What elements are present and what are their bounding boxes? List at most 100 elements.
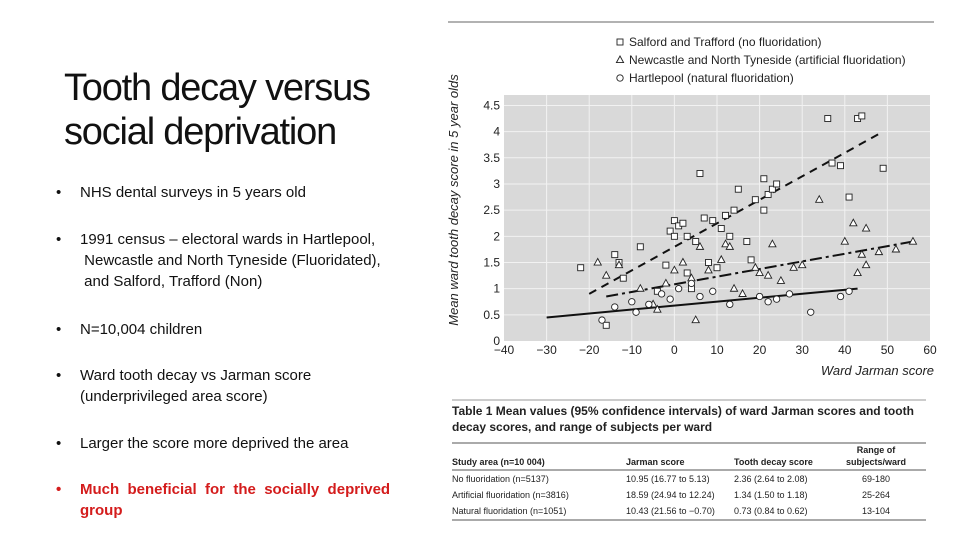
- legend: Salford and Trafford (no fluoridation) Ne…: [615, 35, 906, 85]
- x-tick-label: 10: [710, 343, 724, 357]
- y-tick-label: 2: [493, 229, 500, 243]
- data-point-circle: [645, 300, 653, 309]
- fit-line: [546, 287, 858, 319]
- y-axis-label: Mean ward tooth decay score in 5 year ol…: [446, 74, 461, 326]
- data-point-square: [845, 193, 853, 201]
- data-point-square: [670, 217, 678, 225]
- data-points: [577, 112, 918, 329]
- data-point-circle: [785, 290, 794, 298]
- bullet-dot: •: [56, 481, 62, 498]
- table-cell: 18.59 (24.94 to 12.24): [626, 490, 715, 500]
- data-point-circle: [696, 292, 704, 301]
- data-point-square: [837, 162, 844, 170]
- data-point-square: [683, 232, 691, 240]
- table-header: Range of: [857, 445, 897, 455]
- data-point-square: [636, 243, 644, 251]
- data-point-circle: [687, 279, 696, 288]
- data-point-triangle: [725, 241, 735, 250]
- data-point-triangle: [776, 275, 786, 284]
- slide-title: Tooth decay versus social deprivation: [64, 67, 371, 153]
- scatter-chart: −40 −30 −20 −10 0 10 20 30 40 50 60 0 0.5 1 1.5 2 2.5 3 3.…: [446, 21, 937, 378]
- data-point-circle: [675, 285, 683, 293]
- bullet-dot: •: [56, 367, 62, 384]
- data-point-triangle: [789, 262, 799, 271]
- data-point-square: [670, 232, 678, 240]
- data-point-triangle: [721, 239, 730, 248]
- data-point-square: [700, 214, 708, 222]
- data-point-square: [751, 196, 759, 204]
- data-point-circle: [628, 298, 636, 306]
- data-point-triangle: [797, 260, 807, 269]
- bullet-dot: •: [56, 435, 62, 452]
- data-point-triangle: [848, 218, 858, 227]
- table-header: Tooth decay score: [734, 457, 813, 467]
- y-tick-label: 0.5: [483, 308, 500, 322]
- table-row: No fluoridation (n=5137) 10.95 (16.77 to…: [452, 474, 890, 484]
- data-point-square: [828, 159, 836, 167]
- data-point-triangle: [704, 265, 713, 274]
- data-point-square: [858, 112, 866, 120]
- data-point-triangle: [635, 283, 645, 292]
- table-row: Artificial fluoridation (n=3816) 18.59 (…: [452, 490, 890, 500]
- y-tick-label: 1: [493, 282, 500, 296]
- data-point-square: [705, 259, 712, 266]
- data-point-square: [726, 232, 734, 240]
- legend-marker-circle: [616, 74, 624, 82]
- data-point-square: [768, 185, 776, 193]
- data-point-triangle: [861, 260, 871, 269]
- data-point-square: [760, 206, 768, 214]
- table-caption-line-1: Table 1 Mean values (95% confidence inte…: [452, 404, 914, 418]
- data-point-square: [602, 321, 610, 329]
- data-point-triangle: [716, 254, 726, 263]
- data-point-square: [879, 164, 887, 172]
- data-point-triangle: [695, 241, 705, 250]
- legend-marker-square: [616, 38, 624, 46]
- y-tick-label: 0: [493, 334, 500, 348]
- x-tick-label: −20: [579, 343, 600, 357]
- legend-label: Hartlepool (natural fluoridation): [629, 71, 794, 85]
- data-point-square: [679, 219, 687, 227]
- data-point-triangle: [861, 223, 871, 232]
- data-point-circle: [764, 298, 772, 306]
- data-point-triangle: [768, 239, 777, 248]
- data-point-triangle: [729, 283, 739, 292]
- data-point-square: [577, 264, 585, 272]
- axes: −40 −30 −20 −10 0 10 20 30 40 50 60 0 0.5 1 1.5 2 2.5 3 3.…: [483, 98, 937, 357]
- data-point-circle: [772, 295, 781, 303]
- table-cell: 13-104: [862, 506, 890, 516]
- data-point-circle: [807, 308, 815, 316]
- table-cell: 10.43 (21.56 to −0.70): [626, 506, 715, 516]
- data-point-circle: [657, 290, 666, 298]
- data-point-triangle: [614, 260, 624, 269]
- x-tick-label: 50: [881, 343, 895, 357]
- data-point-circle: [836, 292, 845, 301]
- legend-marker-triangle: [615, 55, 625, 64]
- data-point-square: [692, 238, 700, 246]
- data-point-triangle: [661, 278, 671, 287]
- bullet-text: N=10,004 children: [80, 321, 203, 338]
- data-point-square: [747, 256, 755, 264]
- table-cell: 2.36 (2.64 to 2.08): [734, 474, 808, 484]
- bullet-text: Larger the score more deprived the area: [80, 435, 349, 452]
- data-point-square: [709, 217, 717, 225]
- bullet-text: Ward tooth decay vs Jarman score (underp…: [80, 367, 312, 405]
- data-point-circle: [611, 303, 619, 311]
- data-point-square: [760, 175, 768, 183]
- data-point-circle: [755, 292, 764, 301]
- x-tick-label: 40: [838, 343, 852, 357]
- y-tick-label: 4: [493, 125, 500, 139]
- x-tick-label: 30: [796, 343, 810, 357]
- data-point-square: [824, 115, 832, 123]
- table-cell: Natural fluoridation (n=1051): [452, 506, 566, 516]
- y-tick-label: 3.5: [483, 151, 500, 165]
- data-point-square: [717, 225, 725, 232]
- data-table: Table 1 Mean values (95% confidence inte…: [452, 398, 926, 524]
- y-tick-label: 4.5: [483, 98, 500, 112]
- bullet-text: NHS dental surveys in 5 years old: [80, 184, 306, 201]
- data-point-triangle: [691, 315, 701, 324]
- x-tick-label: −30: [536, 343, 557, 357]
- data-point-triangle: [653, 304, 662, 313]
- data-point-square: [666, 227, 674, 235]
- data-point-square: [611, 251, 619, 259]
- data-point-triangle: [908, 236, 918, 245]
